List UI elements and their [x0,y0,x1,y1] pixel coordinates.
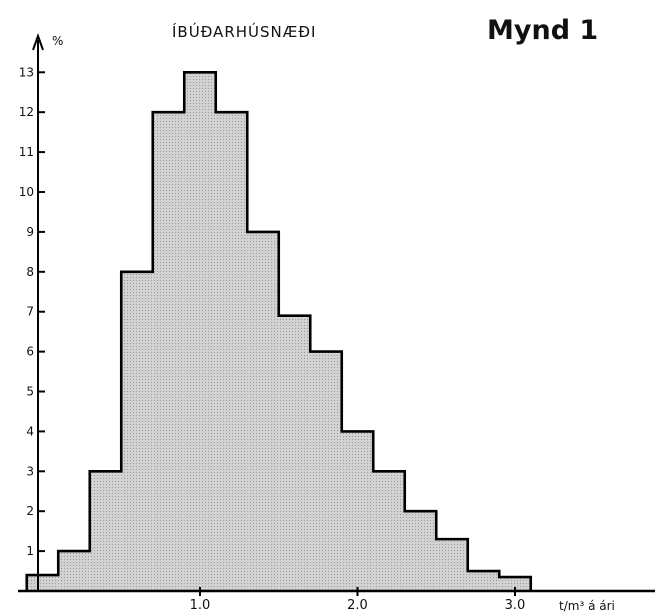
histogram-bar-6 [184,72,216,592]
histogram-bar-2 [58,551,90,591]
y-axis-label: % [52,34,63,48]
histogram-bar-9 [278,315,311,591]
y-tick-label-12: 12 [19,105,34,119]
histogram-bar-5 [152,112,185,591]
histogram-outline [25,71,533,591]
chart-title: ÍBÚÐARHÚSNÆÐI [172,22,316,41]
histogram-bar-15 [467,571,500,591]
y-tick-label-2: 2 [26,504,34,518]
x-tick-label-1.0: 1.0 [190,598,211,613]
y-tick-label-10: 10 [19,185,34,199]
histogram-bar-1 [26,575,59,591]
histogram-bar-4 [121,271,153,591]
histogram-bar-12 [373,471,405,591]
histogram-bar-8 [247,231,279,591]
y-tick-label-5: 5 [26,385,34,399]
y-tick-label-1: 1 [26,544,34,558]
histogram-bar-3 [89,471,122,591]
histogram-bar-11 [341,431,374,591]
y-tick-label-8: 8 [26,265,34,279]
y-tick-label-3: 3 [26,464,34,478]
histogram-bar-13 [404,511,437,591]
y-tick-label-9: 9 [26,225,34,239]
x-tick-label-3.0: 3.0 [505,598,526,613]
y-axis-arrow [32,33,44,51]
y-tick-label-7: 7 [26,305,34,319]
histogram-bar-10 [310,351,342,591]
y-tick-label-6: 6 [26,345,34,359]
figure-label: Mynd 1 [487,15,598,46]
y-tick-label-11: 11 [19,145,34,159]
y-tick-label-13: 13 [19,65,34,79]
histogram-bar-14 [436,539,468,591]
x-axis-label: t/m³ á ári [559,599,615,613]
x-tick-label-2.0: 2.0 [347,598,368,613]
y-tick-label-4: 4 [26,424,34,438]
histogram-bar-7 [215,112,248,591]
histogram-bar-16 [499,577,531,591]
